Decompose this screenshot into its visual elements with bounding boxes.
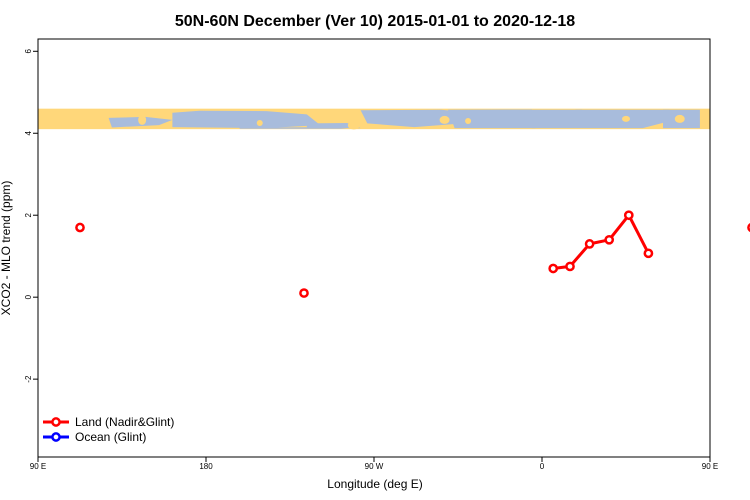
map-ocean-shape <box>306 123 361 129</box>
map-land-island <box>256 120 263 127</box>
x-tick-label: 90 E <box>30 462 46 471</box>
map-ocean-shape <box>531 109 583 129</box>
legend-label: Land (Nadir&Glint) <box>75 415 174 429</box>
legend: Land (Nadir&Glint)Ocean (Glint) <box>43 415 174 444</box>
data-point <box>643 248 654 259</box>
legend-marker <box>51 432 61 442</box>
data-point <box>604 234 615 245</box>
y-tick-label: -2 <box>24 375 33 383</box>
map-land-island <box>622 115 630 122</box>
data-point <box>623 210 634 221</box>
map-land-island <box>439 115 450 124</box>
legend-label: Ocean (Glint) <box>75 430 146 444</box>
map-ocean-shape <box>172 110 321 129</box>
data-point <box>548 263 559 274</box>
x-tick-label: 90 W <box>365 462 384 471</box>
y-tick-label: 6 <box>24 49 33 54</box>
map-ocean-shape <box>447 109 536 129</box>
map-land-island <box>674 114 685 123</box>
x-tick-label: 0 <box>540 462 545 471</box>
y-tick-label: 2 <box>24 212 33 217</box>
data-point <box>75 222 85 233</box>
x-axis-label: Longitude (deg E) <box>327 477 422 491</box>
y-axis: -2 0 2 4 6 <box>24 49 38 383</box>
data-point <box>584 239 595 249</box>
legend-marker <box>51 417 61 427</box>
x-tick-label: 90 E <box>702 462 718 471</box>
map-land-island <box>347 121 360 130</box>
map-land-island <box>465 117 472 124</box>
x-tick-label: 180 <box>199 462 213 471</box>
chart-title: 50N-60N December (Ver 10) 2015-01-01 to … <box>175 13 575 30</box>
map-ocean-shape <box>239 127 348 129</box>
world-map-strip <box>38 108 710 130</box>
y-tick-label: 4 <box>24 130 33 135</box>
data-point <box>565 261 575 272</box>
map-land-island <box>138 114 147 125</box>
data-point <box>299 288 309 298</box>
x-axis: 90 E 180 90 W 0 90 E <box>30 457 718 471</box>
series-line <box>553 213 650 270</box>
y-axis-label: XCO2 - MLO trend (ppm) <box>0 181 13 316</box>
plot-frame <box>37 38 711 458</box>
series-layer <box>75 210 750 298</box>
y-tick-label: 0 <box>24 294 33 299</box>
